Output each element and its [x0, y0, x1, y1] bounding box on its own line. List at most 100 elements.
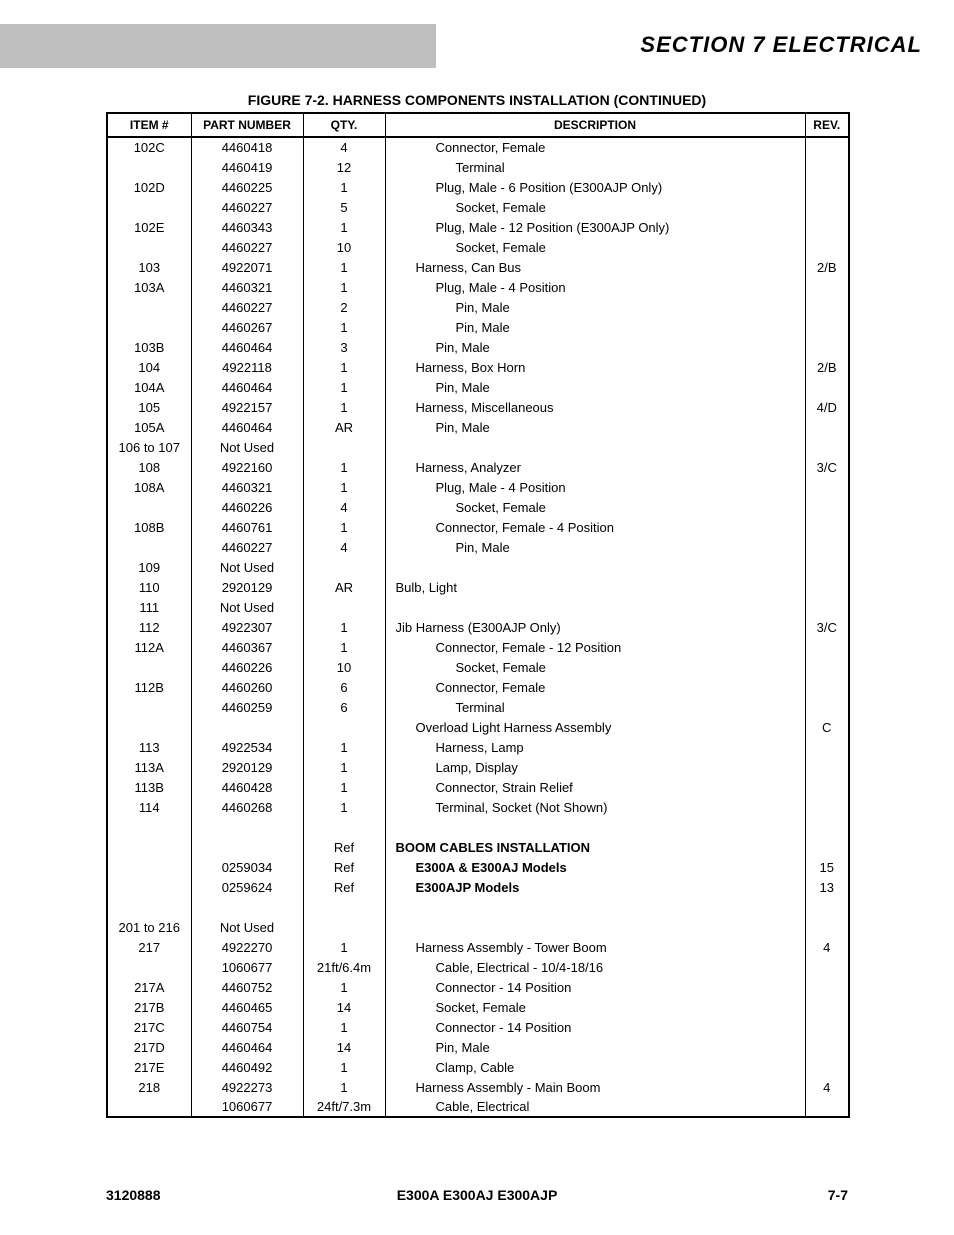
cell-part — [191, 717, 303, 737]
cell-desc: Harness Assembly - Tower Boom — [385, 937, 805, 957]
cell-desc: Socket, Female — [385, 237, 805, 257]
cell-rev — [805, 317, 849, 337]
cell-item: 103 — [107, 257, 191, 277]
cell-part: 4922534 — [191, 737, 303, 757]
cell-qty — [303, 717, 385, 737]
cell-item: 111 — [107, 597, 191, 617]
cell-qty: 10 — [303, 237, 385, 257]
cell-item — [107, 957, 191, 977]
cell-item: 108 — [107, 457, 191, 477]
cell-qty: 1 — [303, 937, 385, 957]
cell-desc: Lamp, Display — [385, 757, 805, 777]
cell-part: 2920129 — [191, 577, 303, 597]
cell-rev — [805, 797, 849, 817]
table-row: 102D44602251Plug, Male - 6 Position (E30… — [107, 177, 849, 197]
cell-qty: AR — [303, 417, 385, 437]
cell-item — [107, 197, 191, 217]
cell-item: 112 — [107, 617, 191, 637]
cell-qty: 1 — [303, 1057, 385, 1077]
cell-part: 4460754 — [191, 1017, 303, 1037]
cell-desc: Harness, Analyzer — [385, 457, 805, 477]
cell-item: 109 — [107, 557, 191, 577]
cell-rev — [805, 957, 849, 977]
cell-part: 4460227 — [191, 237, 303, 257]
cell-desc — [385, 437, 805, 457]
cell-desc: Harness, Box Horn — [385, 357, 805, 377]
cell-part: 4460227 — [191, 197, 303, 217]
cell-desc: Terminal, Socket (Not Shown) — [385, 797, 805, 817]
table-row: 10449221181Harness, Box Horn2/B — [107, 357, 849, 377]
cell-part: 4460464 — [191, 417, 303, 437]
cell-part: 4460268 — [191, 797, 303, 817]
cell-part — [191, 837, 303, 857]
table-row: 44602275Socket, Female — [107, 197, 849, 217]
table-row: 10549221571Harness, Miscellaneous4/D — [107, 397, 849, 417]
cell-desc: Cable, Electrical — [385, 1097, 805, 1117]
cell-desc — [385, 597, 805, 617]
cell-part: 4460464 — [191, 377, 303, 397]
cell-item — [107, 317, 191, 337]
table-row: 11444602681Terminal, Socket (Not Shown) — [107, 797, 849, 817]
cell-rev — [805, 277, 849, 297]
cell-part: 4460464 — [191, 337, 303, 357]
cell-item: 112A — [107, 637, 191, 657]
table-row: 102E44603431Plug, Male - 12 Position (E3… — [107, 217, 849, 237]
cell-part: Not Used — [191, 557, 303, 577]
cell-part: 2920129 — [191, 757, 303, 777]
cell-qty: 1 — [303, 757, 385, 777]
cell-part: 1060677 — [191, 957, 303, 977]
cell-qty: 1 — [303, 617, 385, 637]
cell-rev — [805, 897, 849, 917]
cell-part: 4922307 — [191, 617, 303, 637]
table-row: 44602272Pin, Male — [107, 297, 849, 317]
cell-part: Not Used — [191, 597, 303, 617]
cell-qty: 10 — [303, 657, 385, 677]
cell-rev — [805, 137, 849, 157]
cell-qty: 1 — [303, 1077, 385, 1097]
table-row: 10849221601Harness, Analyzer3/C — [107, 457, 849, 477]
cell-part: 4460752 — [191, 977, 303, 997]
table-row — [107, 897, 849, 917]
cell-item: 217A — [107, 977, 191, 997]
cell-rev — [805, 637, 849, 657]
cell-desc: Plug, Male - 4 Position — [385, 277, 805, 297]
cell-rev: 3/C — [805, 617, 849, 637]
table-row: 108B44607611Connector, Female - 4 Positi… — [107, 517, 849, 537]
cell-desc: Overload Light Harness Assembly — [385, 717, 805, 737]
cell-qty: Ref — [303, 837, 385, 857]
cell-desc: Connector - 14 Position — [385, 977, 805, 997]
cell-rev — [805, 757, 849, 777]
cell-qty: 1 — [303, 377, 385, 397]
col-desc: DESCRIPTION — [385, 113, 805, 137]
table-row: 106 to 107Not Used — [107, 437, 849, 457]
cell-desc: Plug, Male - 6 Position (E300AJP Only) — [385, 177, 805, 197]
cell-item — [107, 237, 191, 257]
cell-qty: 1 — [303, 357, 385, 377]
cell-part: 4460321 — [191, 477, 303, 497]
cell-qty: 6 — [303, 677, 385, 697]
cell-item: 104 — [107, 357, 191, 377]
cell-desc: Terminal — [385, 697, 805, 717]
cell-desc: E300A & E300AJ Models — [385, 857, 805, 877]
cell-item: 105 — [107, 397, 191, 417]
cell-part: 0259034 — [191, 857, 303, 877]
cell-part: 0259624 — [191, 877, 303, 897]
cell-desc: Clamp, Cable — [385, 1057, 805, 1077]
cell-rev: 13 — [805, 877, 849, 897]
cell-rev: 4 — [805, 937, 849, 957]
cell-item: 108B — [107, 517, 191, 537]
cell-rev — [805, 1097, 849, 1117]
table-row: RefBOOM CABLES INSTALLATION — [107, 837, 849, 857]
cell-qty: 1 — [303, 257, 385, 277]
cell-qty: AR — [303, 577, 385, 597]
cell-desc — [385, 817, 805, 837]
cell-item — [107, 1097, 191, 1117]
table-row: 108A44603211Plug, Male - 4 Position — [107, 477, 849, 497]
cell-rev — [805, 817, 849, 837]
cell-qty: 1 — [303, 217, 385, 237]
cell-item: 110 — [107, 577, 191, 597]
cell-qty: 4 — [303, 497, 385, 517]
cell-rev — [805, 497, 849, 517]
cell-qty — [303, 437, 385, 457]
cell-desc: Connector, Female — [385, 677, 805, 697]
